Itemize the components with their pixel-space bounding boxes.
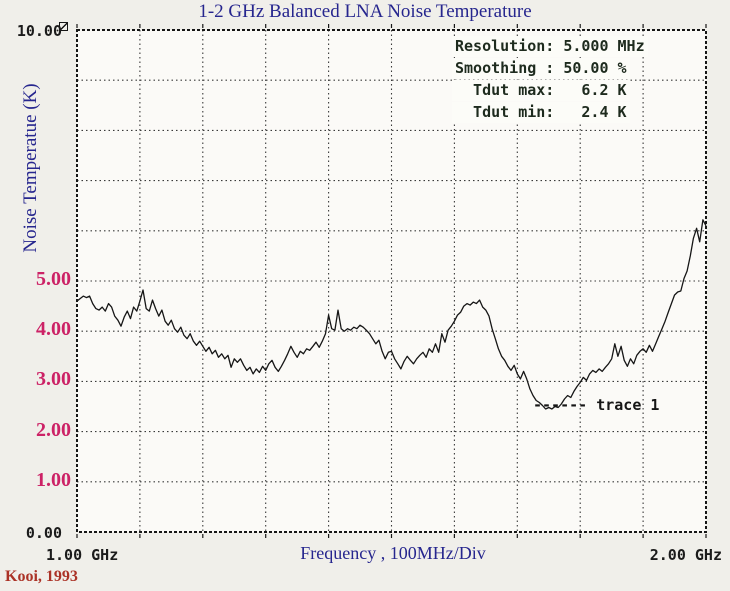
y-tick-label: 10.00 <box>16 22 62 40</box>
info-unit: % <box>617 59 627 77</box>
info-unit: K <box>617 81 627 99</box>
trace-annotation: ------ trace 1 <box>533 396 659 414</box>
x-tick-label-end: 2.00 GHz <box>649 546 722 564</box>
y-tick-label: 4.00 <box>36 318 71 341</box>
info-row-smoothing: Smoothing : 50.00 % <box>452 58 630 79</box>
info-row-tdut-min: Tdut min: 2.4 K <box>452 102 630 123</box>
corner-marker-icon <box>59 22 68 31</box>
chart-title: 1-2 GHz Balanced LNA Noise Temperature <box>198 1 532 22</box>
info-label: Resolution: <box>455 37 555 55</box>
info-unit: K <box>617 103 627 121</box>
info-value: 2.4 <box>581 103 609 121</box>
annotation-label: trace 1 <box>596 396 660 414</box>
info-label: Smoothing : <box>455 59 555 77</box>
info-value: 50.00 <box>563 59 609 77</box>
info-unit: MHz <box>617 37 645 55</box>
x-axis-label: Frequency , 100MHz/Div <box>300 543 486 563</box>
info-row-tdut-max: Tdut max: 6.2 K <box>452 80 630 101</box>
info-value: 6.2 <box>581 81 609 99</box>
y-axis-label: Noise Temperatue (K) <box>20 83 41 253</box>
info-value: 5.000 <box>563 37 609 55</box>
y-tick-label: 0.00 <box>25 524 62 542</box>
measurement-info-panel: Resolution: 5.000 MHz Smoothing : 50.00 … <box>452 36 648 124</box>
source-credit: Kooi, 1993 <box>5 568 78 585</box>
y-tick-label: 1.00 <box>36 468 71 491</box>
info-label: Tdut max: <box>473 81 555 99</box>
y-tick-label: 5.00 <box>36 268 71 290</box>
info-row-resolution: Resolution: 5.000 MHz <box>452 36 648 57</box>
info-label: Tdut min: <box>473 103 555 121</box>
y-tick-label: 2.00 <box>36 418 71 441</box>
y-tick-label: 3.00 <box>36 368 71 391</box>
x-tick-label-start: 1.00 GHz <box>46 546 119 564</box>
annotation-leader-line: ------ <box>533 396 588 414</box>
